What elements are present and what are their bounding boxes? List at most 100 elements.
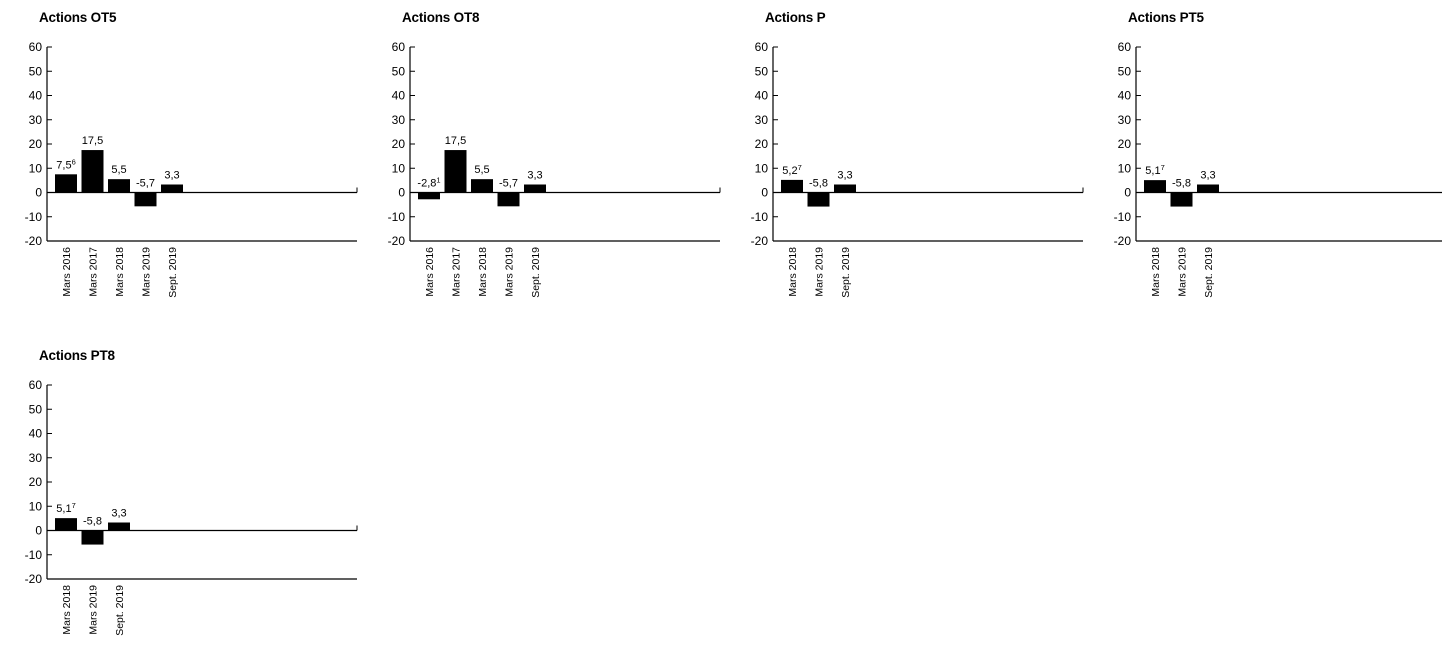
bar xyxy=(1170,192,1193,207)
bar xyxy=(807,192,830,207)
y-tick-label: 40 xyxy=(29,427,43,441)
category-label: Sept. 2019 xyxy=(530,247,542,298)
data-label: -5,8 xyxy=(1172,178,1191,190)
y-tick-label: -20 xyxy=(388,234,406,248)
y-tick-label: -10 xyxy=(388,210,406,224)
bar xyxy=(1197,184,1219,193)
y-tick-label: -10 xyxy=(25,210,43,224)
category-label: Mars 2016 xyxy=(424,247,436,297)
y-tick-label: -10 xyxy=(1114,210,1132,224)
bar xyxy=(471,179,493,193)
chart-title: Actions P xyxy=(765,10,826,25)
y-tick-label: 20 xyxy=(1118,137,1132,151)
data-label: 3,3 xyxy=(1200,169,1215,181)
y-tick-label: 50 xyxy=(1118,64,1132,78)
data-label: 17,5 xyxy=(445,135,466,147)
data-label: 5,5 xyxy=(474,164,489,176)
bar xyxy=(134,192,157,207)
data-label: 17,5 xyxy=(82,135,103,147)
bar-chart-actions-pt8: 60 50 40 30 20 10 0 -10 -20 5,17 Mars 2018 -5,8 Mars… xyxy=(25,378,358,636)
y-tick-label: 20 xyxy=(29,137,43,151)
y-tick-label: 40 xyxy=(29,89,43,103)
y-tick-label: -20 xyxy=(25,234,43,248)
data-label: 3,3 xyxy=(164,169,179,181)
y-tick-label: 30 xyxy=(29,113,43,127)
data-label-footnote: 1 xyxy=(436,176,440,185)
data-label: 5,27 xyxy=(782,163,801,177)
bar xyxy=(81,530,104,545)
category-label: Sept. 2019 xyxy=(167,247,179,298)
category-label: Mars 2019 xyxy=(504,247,516,297)
chart-panel-actions-ot8: Actions OT8 60 50 40 30 20 10 0 -10 -20 -2,81 Mars… xyxy=(388,0,736,320)
bar-chart-actions-ot8: 60 50 40 30 20 10 0 -10 -20 -2,81 Mars 2016 17,5 Mar… xyxy=(388,40,721,298)
bar xyxy=(497,192,520,207)
category-label: Mars 2016 xyxy=(61,247,73,297)
y-tick-label: 60 xyxy=(755,40,769,54)
y-tick-label: 50 xyxy=(29,402,43,416)
bar xyxy=(81,150,104,193)
data-label-footnote: 7 xyxy=(72,501,76,510)
y-tick-label: 10 xyxy=(1118,161,1132,175)
category-label: Mars 2019 xyxy=(814,247,826,297)
y-tick-label: 10 xyxy=(29,161,43,175)
y-tick-label: -20 xyxy=(751,234,769,248)
category-label: Mars 2018 xyxy=(1150,247,1162,297)
y-tick-label: 60 xyxy=(29,40,43,54)
y-tick-label: 30 xyxy=(1118,113,1132,127)
y-tick-label: -20 xyxy=(1114,234,1132,248)
y-tick-label: 50 xyxy=(29,64,43,78)
bar xyxy=(834,184,856,193)
y-tick-label: 60 xyxy=(392,40,406,54)
chart-title: Actions OT5 xyxy=(39,10,117,25)
data-label-footnote: 7 xyxy=(1161,163,1165,172)
bar xyxy=(444,150,467,193)
y-tick-label: 20 xyxy=(392,137,406,151)
data-label: 5,5 xyxy=(111,164,126,176)
category-label: Mars 2019 xyxy=(141,247,153,297)
bar xyxy=(418,192,440,200)
y-tick-label: 30 xyxy=(29,451,43,465)
category-label: Mars 2018 xyxy=(477,247,489,297)
y-tick-label: 0 xyxy=(761,186,768,200)
data-label: 3,3 xyxy=(837,169,852,181)
bar xyxy=(55,518,77,531)
y-tick-label: 60 xyxy=(29,378,43,392)
data-label-footnote: 6 xyxy=(72,157,76,166)
data-label: 3,3 xyxy=(111,507,126,519)
category-label: Mars 2019 xyxy=(1177,247,1189,297)
y-tick-label: 0 xyxy=(398,186,405,200)
y-tick-label: 40 xyxy=(392,89,406,103)
category-label: Mars 2018 xyxy=(61,585,73,635)
y-tick-label: 0 xyxy=(1124,186,1131,200)
category-label: Mars 2018 xyxy=(114,247,126,297)
chart-panel-actions-pt8: Actions PT8 60 50 40 30 20 10 0 -10 -20 5,17 Mars … xyxy=(25,338,373,658)
data-label: 3,3 xyxy=(527,169,542,181)
chart-title: Actions OT8 xyxy=(402,10,480,25)
bar-chart-actions-p: 60 50 40 30 20 10 0 -10 -20 5,27 Mars 2018 -5,8 Mars… xyxy=(751,40,1084,298)
chart-title: Actions PT5 xyxy=(1128,10,1204,25)
y-tick-label: 10 xyxy=(755,161,769,175)
y-tick-label: 30 xyxy=(392,113,406,127)
y-tick-label: -10 xyxy=(751,210,769,224)
category-label: Sept. 2019 xyxy=(114,585,126,636)
y-tick-label: 20 xyxy=(29,475,43,489)
y-tick-label: 40 xyxy=(755,89,769,103)
chart-title: Actions PT8 xyxy=(39,348,115,363)
data-label-footnote: 7 xyxy=(798,163,802,172)
category-label: Mars 2018 xyxy=(787,247,799,297)
y-tick-label: 0 xyxy=(35,524,42,538)
data-label: 7,56 xyxy=(56,157,75,171)
y-tick-label: 40 xyxy=(1118,89,1132,103)
data-label: 5,17 xyxy=(1145,163,1164,177)
data-label: 5,17 xyxy=(56,501,75,515)
y-tick-label: 50 xyxy=(755,64,769,78)
bar-chart-actions-ot5: 60 50 40 30 20 10 0 -10 -20 7,56 Mars 2016 17,5 Mars… xyxy=(25,40,358,298)
bar xyxy=(1144,180,1166,193)
y-tick-label: 0 xyxy=(35,186,42,200)
bar-chart-actions-pt5: 60 50 40 30 20 10 0 -10 -20 5,17 Mars 2018 -5,8 Mars… xyxy=(1114,40,1442,298)
y-tick-label: 10 xyxy=(392,161,406,175)
data-label: -5,8 xyxy=(809,178,828,190)
category-label: Mars 2017 xyxy=(451,247,463,297)
y-tick-label: -10 xyxy=(25,548,43,562)
y-tick-label: 30 xyxy=(755,113,769,127)
